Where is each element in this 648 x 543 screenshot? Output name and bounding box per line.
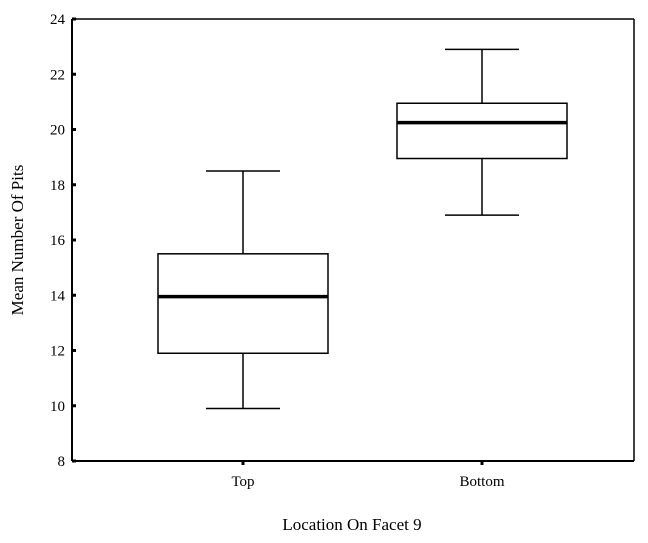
x-tick-label: Top: [231, 474, 254, 490]
iqr-box: [396, 102, 568, 160]
box-top: [157, 170, 329, 410]
y-tick-label: 22: [50, 67, 65, 83]
axes: [71, 18, 635, 462]
x-axis-ticks: Top Bottom: [231, 461, 505, 490]
x-tick-label: Bottom: [459, 474, 504, 490]
y-tick-label: 24: [50, 12, 66, 28]
box-bottom: [396, 48, 568, 216]
boxes: [157, 48, 568, 410]
y-tick-label: 16: [50, 233, 66, 249]
y-tick-label: 20: [50, 123, 65, 139]
x-axis-title: Location On Facet 9: [282, 515, 421, 534]
iqr-box: [157, 253, 329, 355]
y-tick-label: 18: [50, 178, 65, 194]
y-tick-label: 8: [58, 454, 66, 470]
y-tick-label: 12: [50, 344, 65, 360]
y-tick-label: 10: [50, 399, 65, 415]
y-tick-label: 14: [50, 288, 66, 304]
y-axis-title: Mean Number Of Pits: [8, 165, 27, 316]
y-axis-ticks: 8 10 12 14 16 18 20 22 24: [50, 12, 76, 470]
